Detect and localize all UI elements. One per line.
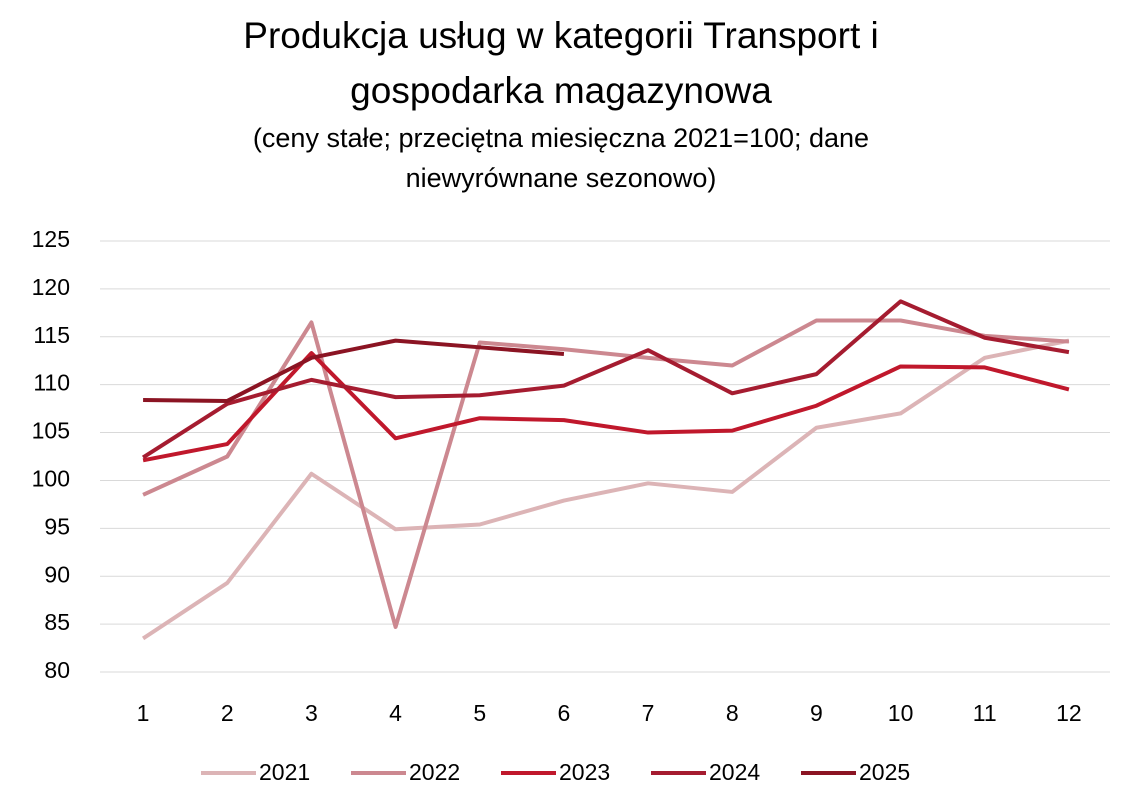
y-tick-label: 115 — [33, 322, 70, 348]
line-series — [142, 318, 1070, 629]
x-tick-label: 10 — [888, 700, 914, 726]
x-tick-label: 3 — [305, 700, 318, 726]
x-tick-label: 1 — [137, 700, 150, 726]
x-tick-label: 8 — [726, 700, 739, 726]
chart-title: Produkcja usług w kategorii Transport i … — [243, 15, 879, 111]
x-tick-label: 11 — [973, 700, 997, 726]
y-tick-label: 90 — [44, 561, 70, 587]
x-tick-label: 12 — [1056, 700, 1082, 726]
x-tick-label: 9 — [810, 700, 823, 726]
line-series — [142, 299, 1070, 460]
y-tick-label: 80 — [44, 657, 70, 683]
x-tick-label: 4 — [389, 700, 402, 726]
legend-label: 2024 — [709, 759, 760, 785]
y-tick-label: 105 — [32, 418, 70, 444]
y-tick-label: 85 — [44, 609, 70, 635]
line-series — [143, 338, 565, 403]
line-series — [142, 351, 1070, 463]
y-tick-label: 100 — [32, 466, 70, 492]
x-tick-label: 7 — [642, 700, 655, 726]
y-tick-label: 125 — [32, 226, 70, 252]
legend-label: 2022 — [409, 759, 460, 785]
y-tick-label: 95 — [44, 513, 70, 539]
line-series — [141, 338, 1070, 641]
legend-label: 2025 — [859, 759, 910, 785]
y-tick-label: 120 — [32, 274, 70, 300]
x-tick-label: 6 — [558, 700, 571, 726]
y-tick-label: 110 — [33, 370, 70, 396]
chart-subtitle: (ceny stałe; przeciętna miesięczna 2021=… — [252, 123, 870, 193]
legend-label: 2021 — [259, 759, 310, 785]
x-tick-label: 5 — [473, 700, 486, 726]
x-tick-label: 2 — [221, 700, 234, 726]
legend-label: 2023 — [559, 759, 610, 785]
